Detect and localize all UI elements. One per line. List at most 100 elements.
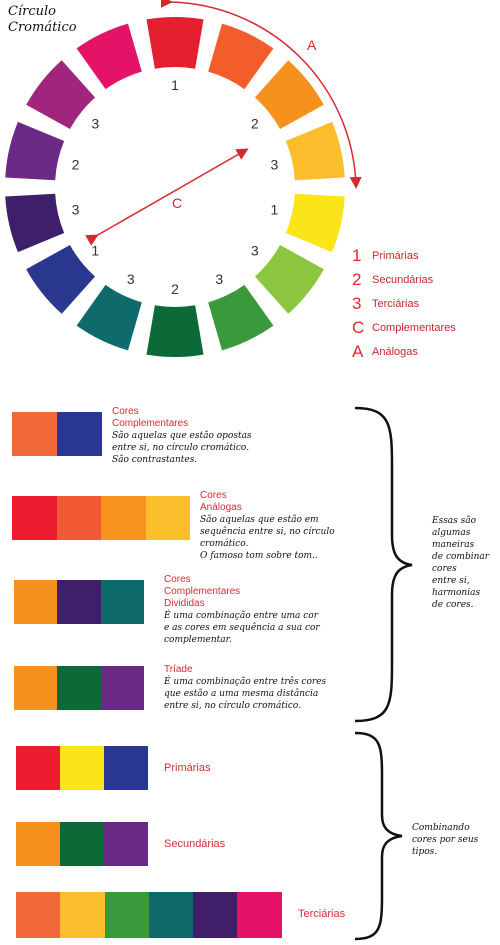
swatch-primaries bbox=[16, 746, 148, 790]
harmony-desc: É uma combinação entre uma cor bbox=[164, 611, 319, 621]
harmony-desc: O famoso tom sobre tom.. bbox=[200, 551, 318, 561]
wheel-segment-label: 1 bbox=[91, 243, 99, 259]
color-swatch bbox=[100, 666, 144, 710]
wheel-segment-label: 3 bbox=[127, 271, 135, 287]
legend-number: 2 bbox=[352, 270, 362, 289]
harmony-title: Cores bbox=[200, 490, 227, 501]
analogous-arrow bbox=[160, 0, 362, 189]
color-swatch bbox=[60, 746, 104, 790]
legend-label: Análogas bbox=[372, 346, 418, 358]
legend-label: Complementares bbox=[372, 322, 456, 334]
legend-number: C bbox=[352, 318, 365, 337]
harmony-title: Complementares bbox=[164, 586, 241, 597]
swatch-analogous bbox=[12, 496, 190, 540]
wheel-segment-label: 1 bbox=[171, 77, 179, 93]
note-line: tipos. bbox=[412, 847, 438, 857]
complementary-arrow bbox=[85, 148, 249, 246]
harmony-desc: São contrastantes. bbox=[112, 455, 198, 465]
color-swatch bbox=[104, 746, 148, 790]
wheel-segment bbox=[146, 17, 204, 69]
color-swatch bbox=[57, 666, 101, 710]
analogous-arrow-label: A bbox=[307, 37, 317, 53]
wheel-segment-label: 2 bbox=[72, 156, 80, 172]
wheel-segment-label: 3 bbox=[251, 243, 259, 259]
harmony-title: Tríade bbox=[164, 664, 193, 675]
wheel-segment bbox=[76, 23, 142, 90]
color-swatch bbox=[193, 892, 238, 938]
wheel-segment bbox=[285, 193, 345, 253]
harmonies-brace bbox=[354, 406, 413, 723]
wheel-segment bbox=[146, 305, 204, 357]
color-swatch bbox=[57, 412, 102, 456]
color-swatch bbox=[237, 892, 282, 938]
harmony-desc: entre si, no círculo cromático. bbox=[164, 701, 302, 711]
harmonies-note: Essas são algumas maneiras de combinar c… bbox=[432, 515, 489, 611]
group-label-tertiaries: Terciárias bbox=[298, 908, 346, 920]
legend-label: Secundárias bbox=[372, 274, 434, 286]
legend-number: 3 bbox=[352, 294, 362, 313]
swatch-tertiaries bbox=[16, 892, 282, 938]
legend-item-tertiary: 3 Terciárias bbox=[352, 294, 419, 314]
color-swatch bbox=[16, 746, 60, 790]
wheel-segment-label: 3 bbox=[91, 115, 99, 131]
harmony-title: Cores bbox=[164, 574, 191, 585]
wheel-segment bbox=[5, 193, 65, 253]
color-swatch bbox=[104, 892, 149, 938]
note-line: maneiras bbox=[432, 540, 475, 550]
group-label-secondaries: Secundárias bbox=[164, 838, 226, 850]
legend-item-secondary: 2 Secundárias bbox=[352, 270, 433, 290]
harmony-desc: e as cores em sequência a sua cor bbox=[164, 623, 320, 633]
color-wheel: 1 2 3 1 3 3 2 3 1 3 2 3 A C bbox=[5, 0, 362, 357]
harmony-desc: São aquelas que estão em bbox=[200, 515, 319, 525]
note-line: de cores. bbox=[432, 600, 474, 610]
title-line-1: Círculo bbox=[8, 4, 56, 19]
legend-number: A bbox=[352, 342, 364, 361]
wheel-segment bbox=[254, 245, 324, 314]
legend-number: 1 bbox=[352, 246, 362, 265]
harmony-desc: São aquelas que estão opostas bbox=[112, 431, 252, 441]
note-line: entre si, bbox=[432, 576, 470, 586]
note-line: de combinar bbox=[432, 552, 490, 562]
note-line: cores bbox=[432, 564, 457, 574]
color-swatch bbox=[104, 822, 148, 866]
harmony-text-analogous: Cores Análogas São aquelas que estão em … bbox=[200, 490, 335, 562]
wheel-segment bbox=[76, 284, 142, 351]
color-swatch bbox=[12, 412, 57, 456]
harmony-title: Cores bbox=[112, 406, 139, 417]
harmony-desc: que estão a uma mesma distância bbox=[164, 689, 319, 699]
wheel-segment bbox=[5, 121, 65, 181]
harmony-text-complementary: Cores Complementares São aquelas que est… bbox=[112, 406, 252, 466]
wheel-segment bbox=[208, 23, 274, 90]
color-swatch bbox=[145, 496, 190, 540]
harmony-text-split-complementary: Cores Complementares Divididas É uma com… bbox=[164, 574, 320, 646]
legend-item-primary: 1 Primárias bbox=[352, 246, 418, 266]
swatch-triad bbox=[14, 666, 144, 710]
color-swatch bbox=[148, 892, 194, 938]
wheel-segment-label: 3 bbox=[271, 156, 279, 172]
color-swatch bbox=[100, 580, 144, 624]
wheel-segment bbox=[254, 60, 324, 129]
note-line: Essas são bbox=[432, 516, 477, 526]
harmony-text-triad: Tríade É uma combinação entre três cores… bbox=[164, 664, 326, 712]
harmony-desc: sequência entre si, no círculo bbox=[200, 527, 335, 537]
page-title: Círculo Cromático bbox=[8, 4, 77, 36]
legend-label: Terciárias bbox=[372, 298, 420, 310]
harmony-title: Divididas bbox=[164, 598, 205, 609]
wheel-segment bbox=[26, 60, 96, 129]
harmony-title: Análogas bbox=[200, 502, 242, 513]
groups-note: Combinando cores por seus tipos. bbox=[412, 822, 478, 858]
legend-item-analogous: A Análogas bbox=[352, 342, 418, 362]
wheel-segment-label: 2 bbox=[171, 281, 179, 297]
color-swatch bbox=[60, 892, 105, 938]
color-swatch bbox=[12, 496, 57, 540]
legend-item-complementary: C Complementares bbox=[352, 318, 456, 338]
wheel-segment-label: 3 bbox=[215, 271, 223, 287]
wheel-segment bbox=[208, 284, 274, 351]
color-swatch bbox=[14, 666, 58, 710]
color-swatch bbox=[60, 822, 104, 866]
note-line: cores por seus bbox=[412, 835, 479, 845]
color-swatch bbox=[16, 822, 60, 866]
note-line: harmonias bbox=[432, 588, 481, 598]
swatch-split-complementary bbox=[14, 580, 144, 624]
color-swatch bbox=[16, 892, 61, 938]
